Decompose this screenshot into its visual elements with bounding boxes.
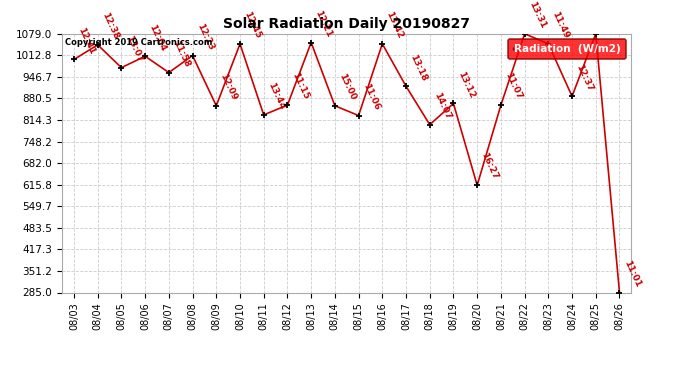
Text: 12:38: 12:38 [100, 11, 120, 41]
Title: Solar Radiation Daily 20190827: Solar Radiation Daily 20190827 [224, 17, 470, 31]
Text: 11:01: 11:01 [622, 259, 642, 289]
Text: 13:44: 13:44 [266, 81, 286, 111]
Text: 12:09: 12:09 [219, 72, 239, 102]
Text: 16:27: 16:27 [480, 152, 500, 182]
Text: Copyright 2019 Cartronics.com: Copyright 2019 Cartronics.com [65, 38, 213, 46]
Text: 12:45: 12:45 [242, 10, 263, 40]
Text: 11:06: 11:06 [361, 82, 381, 112]
Text: 14:07: 14:07 [432, 91, 453, 121]
Text: 15:00: 15:00 [337, 72, 357, 102]
Text: 13:12: 13:12 [456, 70, 476, 100]
Text: 13:07: 13:07 [124, 34, 144, 64]
Text: 13:18: 13:18 [408, 53, 428, 82]
Text: 11:58: 11:58 [171, 39, 191, 69]
Text: 12:23: 12:23 [195, 22, 215, 52]
Text: 11:07: 11:07 [503, 72, 524, 101]
Text: 12:41: 12:41 [77, 26, 97, 56]
Text: 13:31: 13:31 [527, 0, 547, 30]
Text: 11:49: 11:49 [551, 10, 571, 40]
Text: 13:42: 13:42 [385, 10, 405, 40]
Text: 12:37: 12:37 [575, 63, 595, 92]
Legend: Radiation  (W/m2): Radiation (W/m2) [508, 39, 626, 59]
Text: 12:21: 12:21 [313, 9, 334, 39]
Text: 12:04: 12:04 [148, 22, 168, 53]
Text: 11:15: 11:15 [290, 72, 310, 101]
